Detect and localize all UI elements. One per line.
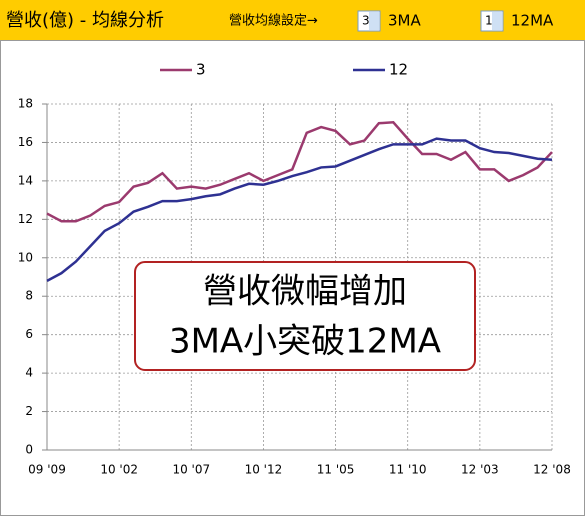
- annotation-box: [134, 261, 476, 371]
- x-tick-label: 11 '05: [317, 463, 355, 477]
- y-tick-label: 2: [25, 404, 33, 418]
- spinner[interactable]: 3: [357, 10, 381, 32]
- series-line: [46, 137, 553, 282]
- control-label: 3MA: [388, 12, 421, 30]
- y-tick-label: 18: [18, 97, 33, 111]
- spinner-value[interactable]: 3: [362, 14, 370, 28]
- series-line: [46, 120, 553, 223]
- y-tick-label: 10: [18, 250, 33, 264]
- header-title: 營收(億) - 均線分析: [6, 10, 164, 31]
- spinner-arrows[interactable]: [492, 12, 502, 30]
- x-tick-label: 09 '09: [28, 463, 66, 477]
- spinner[interactable]: 1: [480, 10, 504, 32]
- chart: 0 2 4 6 8 10 12 14 16 18 09 '09 10 '02 10 '07 10 '12 1…: [18, 61, 571, 477]
- y-tick-label: 6: [25, 327, 33, 341]
- legend-label: 3: [196, 61, 206, 79]
- annotation-text: 營收微幅增加: [203, 272, 407, 312]
- x-tick-label: 10 '07: [172, 463, 210, 477]
- annotation-text: 3MA小突破12MA: [169, 322, 441, 362]
- x-tick-label: 10 '12: [245, 463, 283, 477]
- y-tick-label: 16: [18, 135, 33, 149]
- spinner-arrows[interactable]: [369, 12, 379, 30]
- y-tick-label: 0: [25, 443, 33, 457]
- x-tick-label: 10 '02: [100, 463, 138, 477]
- x-tick-label: 12 '08: [533, 463, 571, 477]
- control-label: 12MA: [511, 12, 554, 30]
- x-tick-label: 12 '03: [461, 463, 499, 477]
- setting-label: 營收均線設定→: [229, 13, 318, 29]
- y-tick-label: 4: [25, 366, 33, 380]
- y-tick-label: 12: [18, 212, 33, 226]
- legend-label: 12: [389, 61, 408, 79]
- spinner-value[interactable]: 1: [485, 14, 493, 28]
- y-tick-label: 14: [18, 173, 33, 187]
- x-tick-label: 11 '10: [389, 463, 427, 477]
- y-tick-label: 8: [25, 289, 33, 303]
